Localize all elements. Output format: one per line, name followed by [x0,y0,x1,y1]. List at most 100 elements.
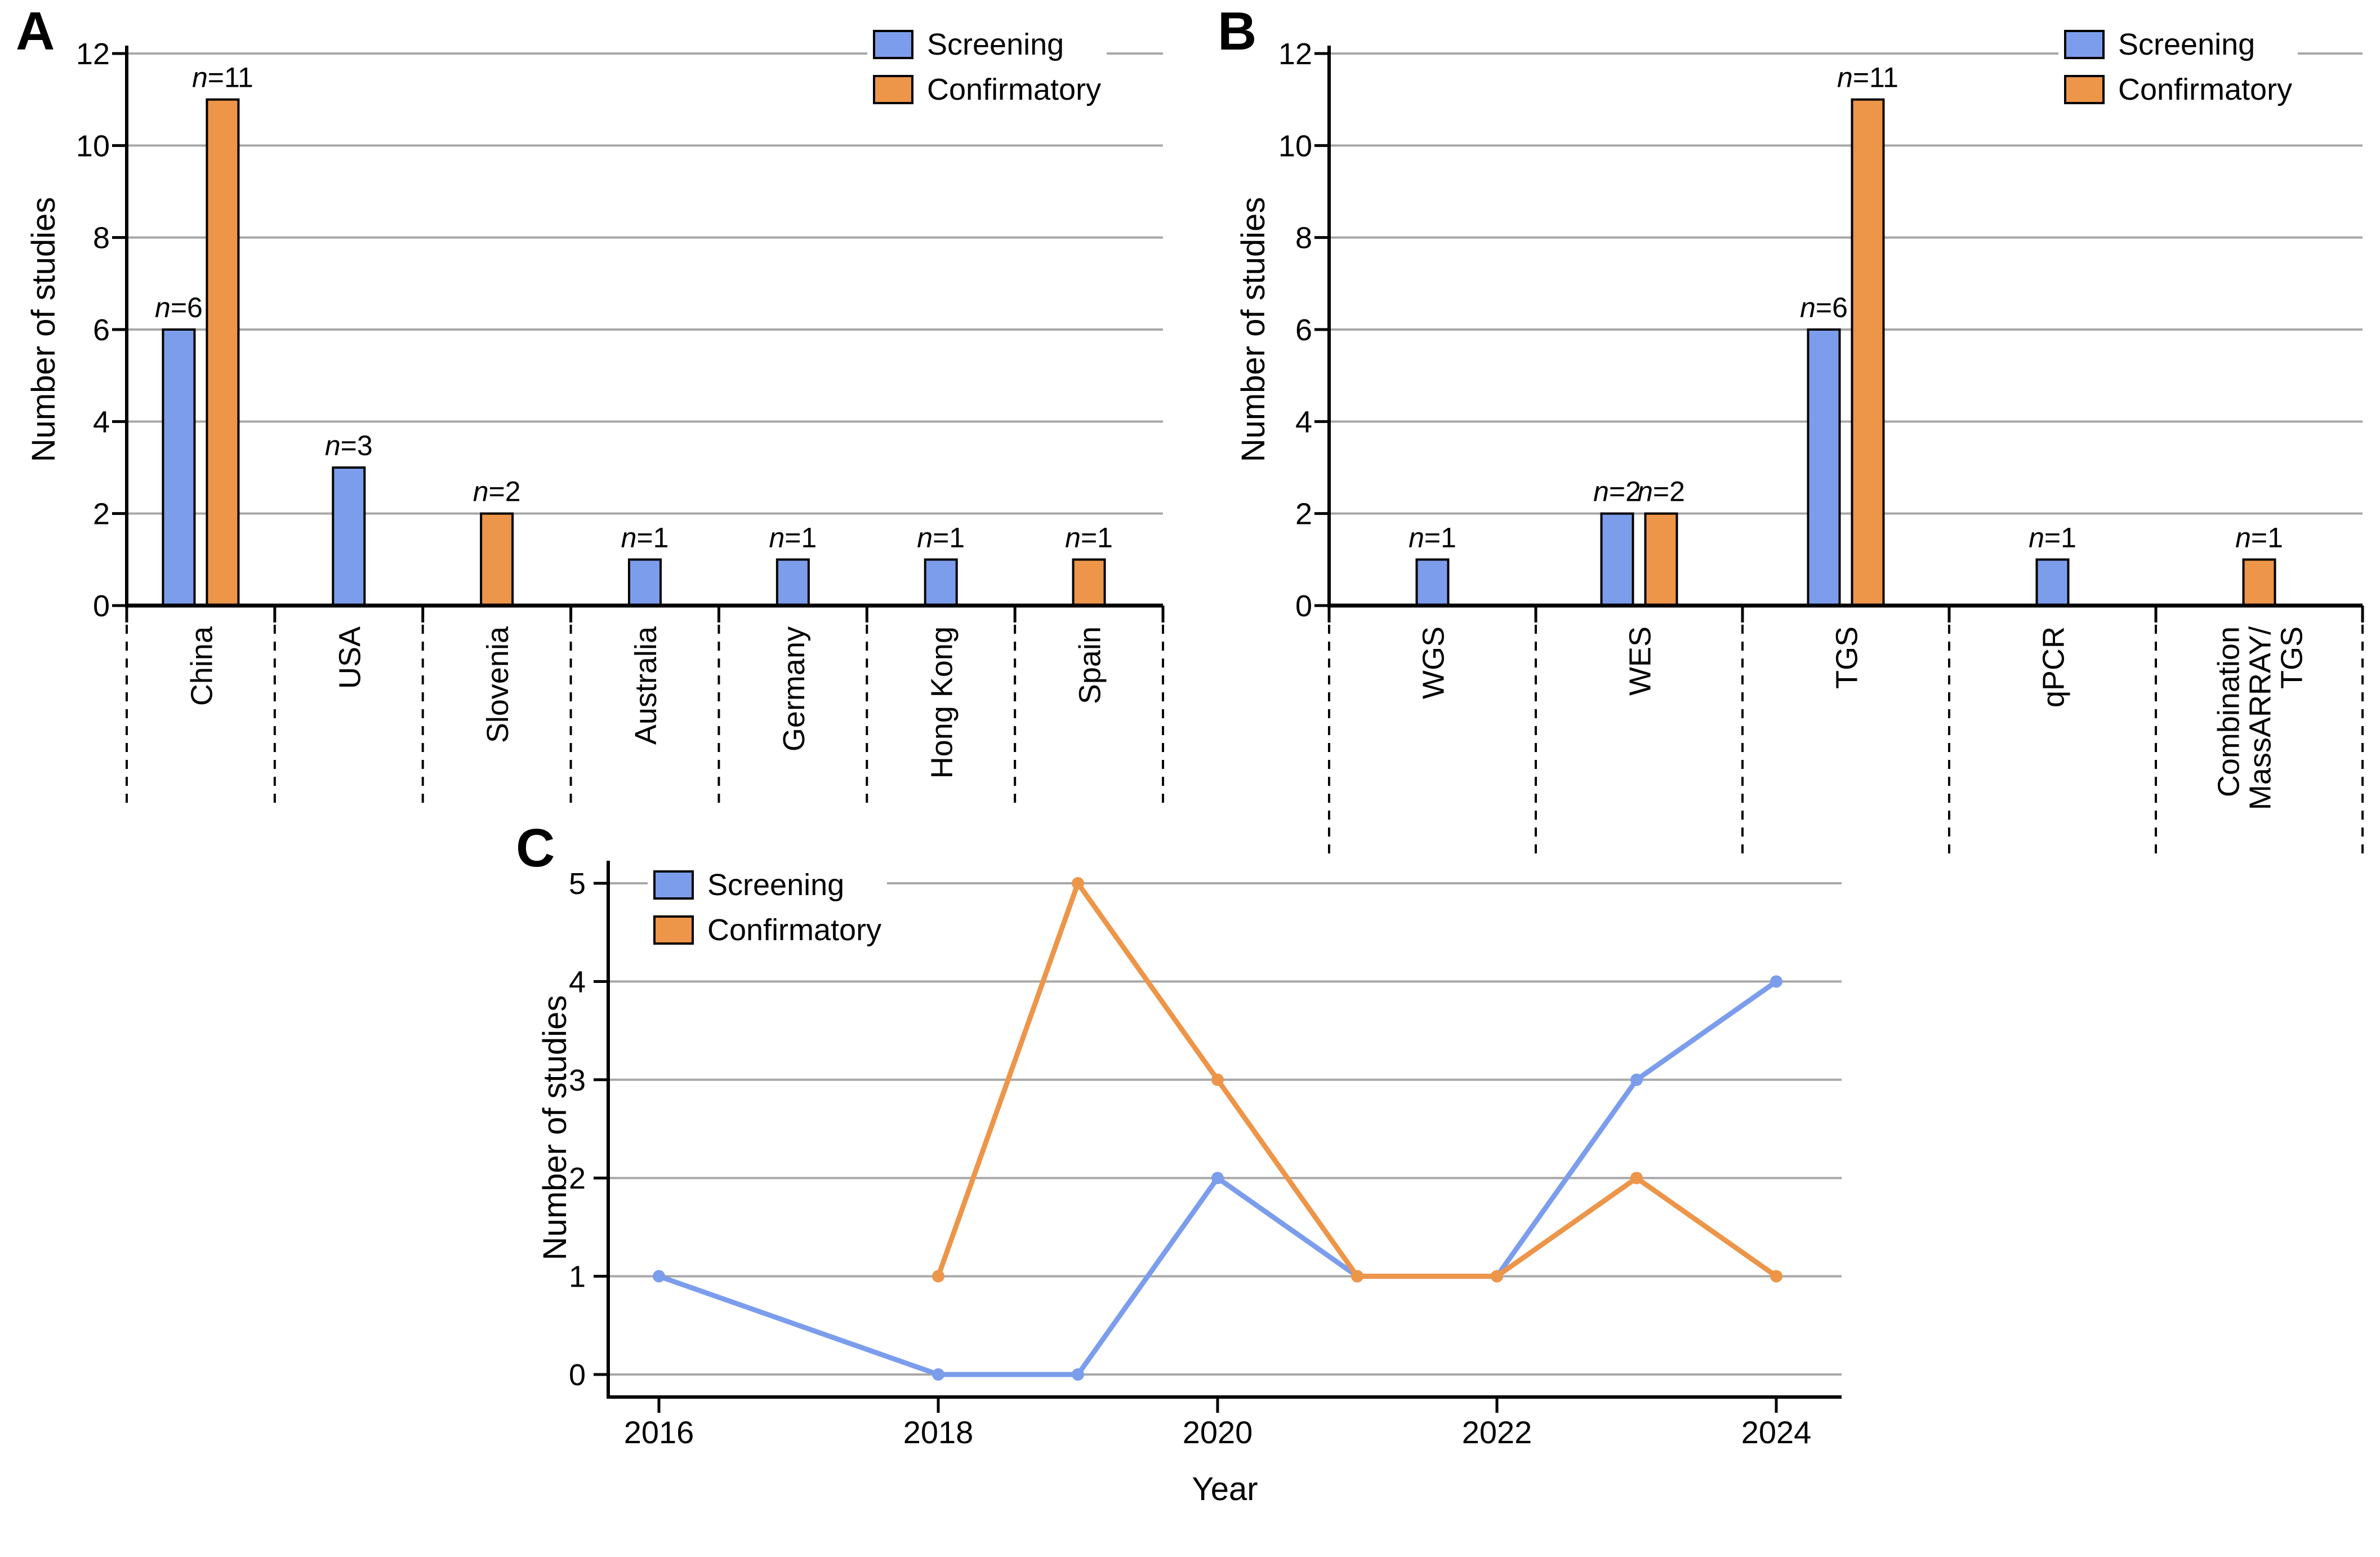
y-tick-label: 2 [93,497,110,531]
x-tick-label: 2018 [903,1414,974,1450]
legend-confirmatory-label: Confirmatory [2118,73,2293,106]
bar-count-label: n=3 [325,430,373,461]
bar-screening [1807,328,1841,607]
confirmatory-swatch-icon [873,75,913,104]
bar-screening [332,466,366,607]
bar-count-label: n=2 [473,476,521,508]
legend-item-screening: Screening [653,870,881,900]
bar-screening [924,558,958,607]
bar-confirmatory [1851,98,1885,607]
panel-c-y-axis-title: Number of studies [537,995,573,1261]
bar-count-label: n=2 [1637,476,1685,508]
bar-screening [162,328,196,607]
confirmatory-swatch-icon [653,915,694,945]
data-point-marker [1351,1270,1363,1283]
category-label: WES [1624,626,1657,696]
panel-a-chart: 0 2 4 6 8 10 12 n=6 n=11 n=3 n=2 n=1 n=1 n=1 n=1 China U… [76,37,1165,810]
category-label: WGS [1417,626,1451,699]
legend-item-screening: Screening [2064,29,2292,60]
bar-count-label: n=6 [155,292,203,323]
panel-b-letter: B [1218,1,1257,61]
panel-c-x-axis-title: Year [1192,1471,1258,1507]
x-tick-label: 2016 [624,1414,694,1450]
data-point-marker [1630,1172,1643,1185]
legend-confirmatory-label: Confirmatory [927,73,1102,106]
bar-screening [775,558,810,607]
bar-count-label: n=11 [1837,62,1898,94]
data-point-marker [932,1368,944,1381]
bar-count-label: n=2 [1593,476,1641,508]
y-tick-label: 8 [93,221,110,255]
bar-count-label: n=11 [192,62,253,94]
y-tick-label: 6 [1295,313,1312,347]
panel-b-chart: 0 2 4 6 8 10 12 n=1 n=2n=2 n=6 n=11 n=1 n=1 WGS WES TGS… [1278,37,2364,858]
bar-confirmatory [1644,512,1678,607]
x-tick-label: 2024 [1741,1414,1812,1450]
bar-screening [1415,558,1450,607]
data-point-marker [1770,975,1782,988]
y-axis: 0 1 2 3 4 5 [569,867,1842,1392]
y-tick-label: 4 [569,965,586,999]
category-label: Australia [629,626,663,745]
panel-c-chart: 0 1 2 3 4 5 2016 2018 2020 2022 2024 [569,861,1842,1450]
y-tick-label: 0 [1295,589,1312,623]
y-tick-label: 10 [1278,129,1312,163]
bar-screening [2035,558,2070,607]
category-label: Spain [1073,626,1107,704]
bar-screening [628,558,662,607]
x-tick-label: 2020 [1183,1414,1253,1450]
y-tick-label: 0 [569,1358,586,1392]
data-point-marker [1072,1368,1084,1381]
confirmatory-swatch-icon [2064,75,2105,104]
y-tick-label: 12 [1278,37,1312,71]
category-label: TGS [2275,626,2309,689]
panel-c-legend: Screening Confirmatory [648,866,888,949]
category-label: China [185,626,219,706]
legend-item-confirmatory: Confirmatory [2064,74,2292,105]
y-tick-label: 10 [76,129,110,163]
data-point-marker [932,1270,944,1283]
category-label: Hong Kong [925,626,959,779]
screening-swatch-icon [2064,30,2105,59]
category-label: TGS [1830,626,1864,689]
bar-count-label: n=1 [2235,522,2283,553]
legend-item-confirmatory: Confirmatory [653,915,881,945]
series-confirmatory [932,877,1782,1283]
y-tick-label: 3 [569,1064,586,1097]
panel-a-letter: A [16,1,55,61]
screening-swatch-icon [873,30,913,59]
bar-count-label: n=1 [769,522,817,553]
y-tick-label: 2 [569,1162,586,1195]
panel-b-legend: Screening Confirmatory [2058,26,2298,108]
y-tick-label: 12 [76,37,110,71]
screening-swatch-icon [653,870,694,900]
x-tick-label: 2022 [1462,1414,1532,1450]
bars: n=6 n=11 n=3 n=2 n=1 n=1 n=1 n=1 [155,62,1113,607]
legend-screening-label: Screening [927,28,1064,61]
y-tick-label: 0 [93,589,110,623]
panel-a-legend: Screening Confirmatory [867,26,1107,108]
y-tick-label: 1 [569,1260,586,1294]
y-tick-label: 2 [1295,497,1312,531]
data-point-marker [1770,1270,1782,1283]
data-point-marker [653,1270,665,1283]
bars: n=1 n=2n=2 n=6 n=11 n=1 n=1 [1409,62,2283,607]
category-label: Germany [777,626,811,751]
y-tick-label: 4 [1295,405,1312,439]
bar-confirmatory [2242,558,2276,607]
category-separators [125,606,1165,810]
x-axis: 2016 2018 2020 2022 2024 [624,1397,1812,1450]
y-tick-label: 5 [569,867,586,901]
y-tick-label: 8 [1295,221,1312,255]
panel-a-y-axis-title: Number of studies [25,197,62,462]
series-line [656,978,1779,1377]
bar-screening [1600,512,1634,607]
category-label: MassARRAY/ [2244,626,2278,810]
bar-count-label: n=1 [917,522,965,553]
panel-c-letter: C [516,818,555,878]
legend-screening-label: Screening [2118,28,2256,61]
panel-b-y-axis-title: Number of studies [1235,197,1272,462]
y-tick-label: 4 [93,405,110,439]
